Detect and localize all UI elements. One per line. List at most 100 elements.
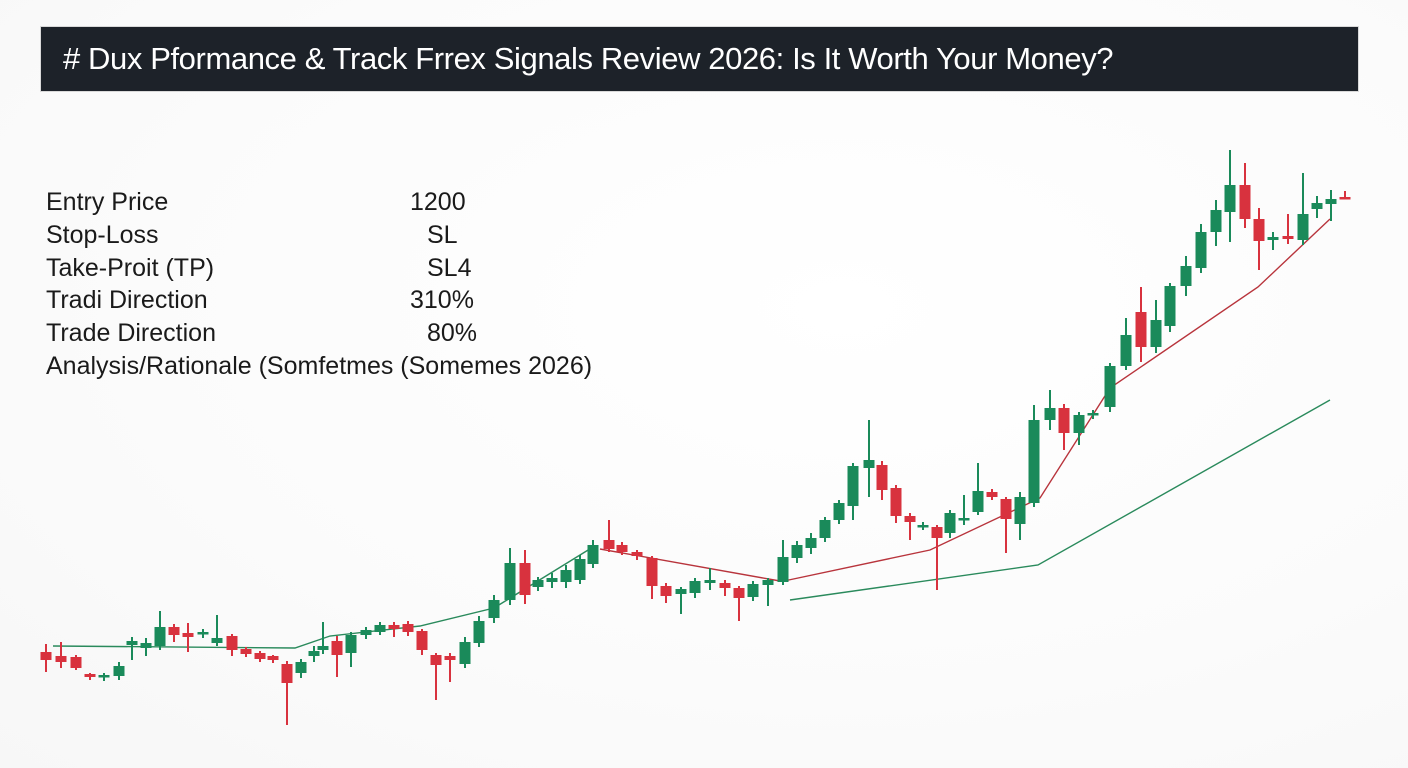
bullish-candle [791, 541, 803, 563]
bullish-candle [777, 540, 789, 585]
bullish-candle [211, 615, 223, 646]
bullish-candle [1164, 283, 1176, 332]
bullish-candle [374, 622, 386, 635]
detail-value: 310% [410, 286, 474, 315]
bearish-candle [719, 580, 731, 596]
bullish-candle [1073, 412, 1085, 445]
bullish-candle [295, 659, 307, 678]
detail-label: Stop-Loss [46, 220, 159, 249]
bullish-candle [1028, 405, 1040, 507]
bullish-candle [560, 565, 572, 588]
bearish-candle [84, 673, 96, 680]
bullish-candle [1104, 363, 1116, 412]
bullish-candle [675, 587, 687, 614]
bearish-candle [254, 651, 266, 662]
bullish-candle [197, 629, 209, 638]
bearish-candle [660, 583, 672, 603]
bearish-candle [240, 647, 252, 657]
bearish-candle [182, 623, 194, 652]
bearish-candle [631, 550, 643, 560]
bullish-candle [847, 463, 859, 520]
bullish-candle [1150, 300, 1162, 353]
bullish-candle [747, 581, 759, 601]
bearish-candle [733, 586, 745, 621]
bullish-candle [833, 500, 845, 524]
detail-label: Entry Price [46, 188, 169, 216]
bearish-candle [402, 621, 414, 636]
bullish-candle [459, 637, 471, 668]
bearish-candle [40, 644, 52, 672]
bearish-candle [226, 634, 238, 656]
bearish-candle [1239, 163, 1251, 228]
bullish-candle [113, 662, 125, 680]
bullish-candle [972, 463, 984, 515]
detail-label: Tradi Direction [46, 286, 208, 315]
bearish-candle [331, 636, 343, 677]
bullish-candle [140, 638, 152, 656]
bullish-candle [488, 595, 500, 623]
bullish-candle [917, 522, 929, 530]
bearish-candle [890, 485, 902, 523]
bullish-candle [574, 555, 586, 584]
bearish-candle [646, 556, 658, 599]
bearish-candle [1058, 404, 1070, 450]
bearish-candle [1135, 287, 1147, 362]
bullish-candle [958, 495, 970, 525]
bullish-candle [504, 548, 516, 605]
bearish-candle [1339, 191, 1351, 200]
bearish-candle [1000, 497, 1012, 553]
detail-label: Take-Proit (TP) [46, 253, 215, 282]
bullish-candle [126, 637, 138, 660]
bearish-candle [986, 489, 998, 500]
bullish-candle [1120, 318, 1132, 370]
bullish-candle [1087, 410, 1099, 419]
bullish-candle [317, 622, 329, 654]
bullish-candle [1267, 232, 1279, 250]
bearish-candle [876, 461, 888, 500]
bullish-candle [1325, 190, 1337, 221]
bearish-candle [444, 653, 456, 682]
bullish-candle [345, 632, 357, 667]
bearish-candle [388, 622, 400, 637]
detail-value: 1200 [410, 188, 466, 216]
bearish-candle [430, 653, 442, 700]
bearish-candle [519, 550, 531, 604]
detail-value: SL [427, 220, 458, 249]
bullish-candle [819, 517, 831, 542]
detail-label: Trade Direction [46, 319, 216, 348]
bearish-candle [616, 542, 628, 555]
bullish-candle [546, 573, 558, 588]
bullish-candle [805, 533, 817, 554]
bullish-candle [704, 568, 716, 590]
bullish-candle [473, 616, 485, 647]
bullish-candle [944, 510, 956, 538]
bullish-candle [1014, 492, 1026, 540]
bullish-candle [98, 673, 110, 681]
bullish-candle [587, 540, 599, 568]
bearish-candle [1253, 208, 1265, 270]
bullish-candle [689, 578, 701, 598]
red-support-trend-line [783, 218, 1331, 582]
bullish-candle [1311, 196, 1323, 218]
bullish-candle [154, 611, 166, 650]
bearish-candle [416, 629, 428, 655]
page-title: # Dux Pformance & Track Frrex Signals Re… [63, 41, 1114, 76]
bullish-candle [1224, 150, 1236, 242]
bullish-candle [532, 577, 544, 591]
bullish-candle [1195, 224, 1207, 273]
bearish-candle [267, 655, 279, 663]
detail-value: SL4 [427, 253, 472, 282]
bullish-candle [1180, 256, 1192, 296]
descending-channel-line [599, 548, 781, 582]
bearish-candle [603, 520, 615, 552]
detail-label: Analysis/Rationale (Somfetmes (Somemes 2… [46, 351, 593, 380]
bullish-candle [762, 578, 774, 606]
detail-value: 80% [427, 319, 478, 348]
green-target-trend-line [789, 399, 1331, 601]
bearish-candle [168, 624, 180, 642]
bullish-candle [360, 627, 372, 639]
bullish-candle [308, 646, 320, 662]
bearish-candle [281, 661, 293, 725]
bullish-candle [1044, 390, 1056, 430]
